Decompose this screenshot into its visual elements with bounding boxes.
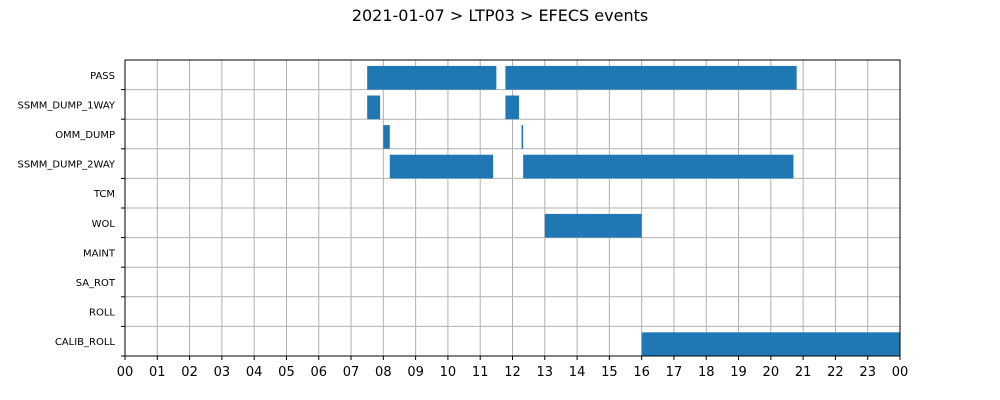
x-tick-label: 23 [859,365,876,380]
x-tick-label: 03 [214,365,231,380]
event-bar-omm-dump [383,125,390,149]
category-label: CALIB_ROLL [55,337,116,348]
chart-title: 2021-01-07 > LTP03 > EFECS events [351,6,649,25]
event-bar-wol [544,213,642,238]
x-tick-label: 10 [440,365,457,380]
event-bar-ssmm-dump-1way [505,95,519,120]
x-tick-label: 12 [504,365,521,380]
x-tick-label: 08 [375,365,392,380]
x-tick-label: 07 [343,365,360,380]
x-tick-label: 21 [795,365,812,380]
category-label: TCM [93,189,115,200]
x-tick-label: 19 [730,365,747,380]
x-tick-label: 00 [117,365,134,380]
x-tick-label: 00 [892,365,909,380]
x-tick-label: 04 [246,365,263,380]
x-tick-label: 17 [666,365,683,380]
event-bar-ssmm-dump-2way [389,154,494,179]
event-bar-pass [367,65,497,90]
x-tick-label: 18 [698,365,715,380]
category-label: PASS [90,71,115,82]
category-label: MAINT [83,248,116,259]
category-label: ROLL [89,308,115,319]
category-label: OMM_DUMP [55,130,115,141]
x-tick-label: 16 [633,365,650,380]
event-bars [367,65,900,356]
category-label: WOL [92,219,116,230]
x-tick-label: 15 [601,365,618,380]
y-axis-labels: PASS SSMM_DUMP_1WAY OMM_DUMP SSMM_DUMP_2WAY… [17,71,125,357]
category-label: SSMM_DUMP_2WAY [17,160,115,171]
event-bar-calib-roll [641,332,900,356]
x-tick-label: 09 [407,365,424,380]
event-bar-ssmm-dump-2way [523,154,794,179]
event-bar-omm-dump [521,125,524,149]
x-tick-label: 11 [472,365,489,380]
event-bar-ssmm-dump-1way [367,95,381,120]
x-tick-label: 14 [569,365,586,380]
x-tick-label: 13 [537,365,554,380]
x-axis-labels: 00 01 02 03 04 05 06 07 08 09 10 11 12 13 14 15 16 17 18 19… [117,356,909,380]
x-tick-label: 02 [181,365,198,380]
x-tick-label: 01 [149,365,166,380]
x-tick-label: 05 [278,365,295,380]
x-tick-label: 06 [310,365,327,380]
x-tick-label: 20 [763,365,780,380]
x-tick-label: 22 [827,365,844,380]
event-bar-pass [505,65,797,90]
category-label: SA_ROT [76,278,116,289]
category-label: SSMM_DUMP_1WAY [17,100,115,111]
